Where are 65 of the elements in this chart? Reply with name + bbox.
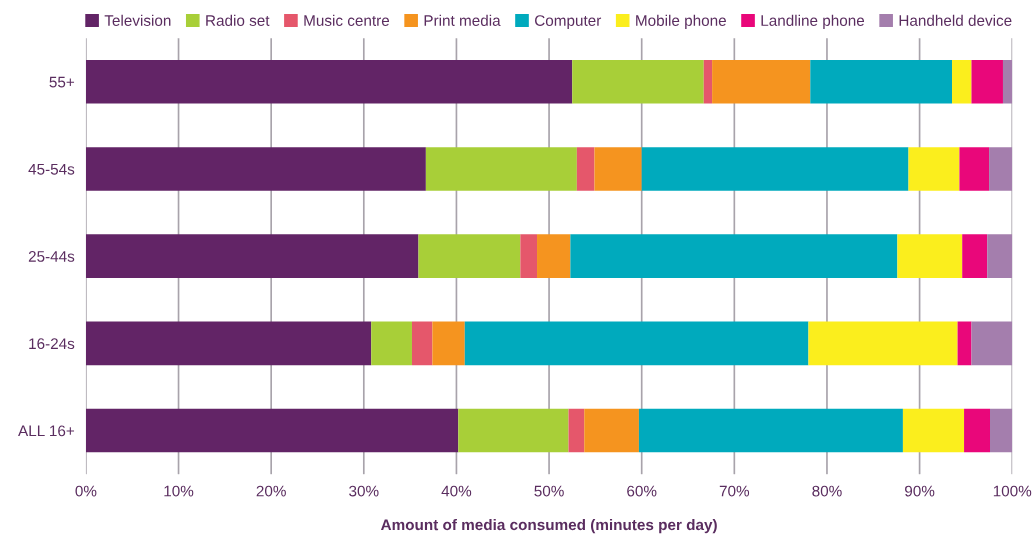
- bar: [568, 408, 585, 453]
- bar: [570, 234, 898, 278]
- x-tick-label: 40%: [441, 485, 472, 497]
- x-tick-label: 50%: [534, 485, 564, 497]
- bar: [962, 234, 988, 278]
- y-tick-label: 55+: [49, 76, 75, 88]
- x-tick-label: 80%: [812, 485, 842, 497]
- bar: [576, 147, 595, 191]
- legend-label: Television: [104, 14, 171, 26]
- bar: [85, 59, 573, 104]
- bar: [959, 147, 990, 191]
- bar: [418, 234, 521, 278]
- bar: [638, 408, 903, 453]
- bar: [712, 59, 811, 104]
- bar: [594, 147, 642, 191]
- bar: [971, 59, 1003, 104]
- bar: [464, 321, 809, 366]
- x-tick-label: 20%: [256, 485, 286, 497]
- bar: [641, 147, 909, 191]
- legend-label: Music centre: [304, 14, 390, 26]
- bar: [371, 321, 412, 366]
- x-tick-label: 10%: [164, 485, 194, 497]
- bar: [432, 321, 465, 366]
- bar: [987, 234, 1013, 278]
- y-tick-label: 45-54s: [28, 163, 75, 175]
- bar: [85, 321, 372, 366]
- bar: [703, 59, 713, 104]
- bar: [411, 321, 433, 366]
- x-tick-label: 90%: [905, 485, 935, 497]
- legend-label: Computer: [535, 15, 602, 29]
- x-tick-label: 30%: [349, 485, 379, 497]
- bar: [85, 234, 419, 278]
- bar: [990, 408, 1013, 453]
- bar: [957, 321, 972, 366]
- legend-label: Handheld device: [899, 14, 1012, 26]
- bar: [458, 408, 569, 453]
- bar: [584, 408, 639, 453]
- legend-label: Landline phone: [761, 14, 865, 29]
- x-tick-label: 60%: [627, 485, 657, 497]
- x-tick-label: 70%: [719, 485, 750, 497]
- bar: [989, 147, 1013, 191]
- bar: [810, 59, 953, 104]
- bar: [85, 408, 459, 453]
- bar: [572, 59, 704, 104]
- legend-label: Print media: [424, 14, 501, 26]
- bar: [425, 147, 577, 191]
- bar: [971, 321, 1013, 366]
- legend-label: Mobile phone: [636, 14, 726, 29]
- bar: [1002, 59, 1013, 104]
- bar: [952, 59, 972, 104]
- y-tick-label: 25-44s: [28, 251, 75, 262]
- y-tick-label: ALL 16+: [18, 425, 75, 437]
- bar: [537, 234, 571, 278]
- x-tick-label: 100%: [993, 485, 1032, 497]
- bar: [85, 147, 426, 191]
- y-tick-label: 16-24s: [29, 338, 75, 350]
- x-tick-label: 0%: [75, 485, 97, 497]
- legend-label: Radio set: [206, 14, 270, 26]
- bar: [520, 234, 538, 278]
- x-axis-title: Amount of media consumed (minutes per day): [380, 518, 717, 534]
- bar: [902, 408, 965, 453]
- bar: [897, 234, 963, 278]
- bar: [808, 321, 958, 366]
- bar: [964, 408, 990, 453]
- bar: [908, 147, 960, 191]
